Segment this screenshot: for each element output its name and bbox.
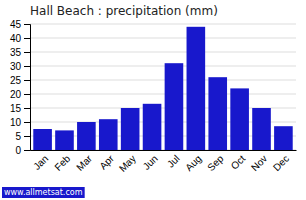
bars [33, 27, 292, 150]
grid-line [30, 66, 296, 67]
axis-line [24, 25, 31, 151]
tick: Dec [271, 150, 291, 173]
tick: 45 [10, 19, 30, 30]
tick-mark [24, 66, 30, 67]
tick-label: 30 [10, 61, 22, 72]
tick-label: 40 [10, 33, 22, 44]
tick-mark [24, 150, 30, 151]
grid [30, 24, 296, 150]
bar [143, 104, 162, 150]
tick: 5 [15, 131, 30, 142]
grid-line [30, 94, 296, 95]
tick-label: Aug [183, 153, 203, 173]
tick-mark [24, 80, 30, 81]
bar [230, 88, 249, 150]
tick-mark [24, 108, 30, 109]
tick-label: Mar [74, 152, 94, 172]
tick-label: Dec [271, 153, 291, 173]
tick: 30 [10, 61, 30, 72]
bar [99, 119, 118, 150]
tick-mark [24, 136, 30, 137]
axis-line [31, 150, 297, 151]
tick: 10 [10, 117, 30, 128]
tick: 20 [10, 89, 30, 100]
bar [208, 77, 227, 150]
grid-line [30, 80, 296, 81]
tick-label: 20 [10, 89, 22, 100]
tick: Aug [183, 150, 203, 173]
tick-mark [24, 122, 30, 123]
y-axis: 0 5 10 15 20 25 30 35 40 45 [10, 19, 31, 156]
bar [121, 108, 140, 150]
bar [165, 63, 184, 150]
tick-label: 45 [10, 19, 22, 30]
title: Hall Beach : precipitation (mm) [30, 4, 218, 18]
tick-label: 35 [10, 47, 22, 58]
plot: 0 5 10 15 20 25 30 35 40 45 JanFebMarAprMayJun JulA… [10, 19, 297, 174]
bar [274, 126, 293, 150]
tick: May [117, 150, 138, 174]
tick: 0 [15, 145, 30, 156]
chart: Hall Beach : precipitation (mm) 0 5 10 15 20 2… [0, 0, 306, 200]
tick: Mar [74, 150, 94, 173]
tick-label: Feb [52, 153, 72, 173]
x-axis: JanFebMarAprMayJun JulAugSepOctNovDec [31, 150, 297, 174]
tick: 40 [10, 33, 30, 44]
grid-line [30, 24, 296, 25]
tick-label: Jul [165, 153, 182, 170]
tick: Sep [205, 150, 226, 173]
tick: Jul [165, 150, 182, 170]
tick-mark [24, 94, 30, 95]
grid-line [30, 38, 296, 39]
bar [252, 108, 271, 150]
tick-label: Jan [31, 153, 50, 172]
tick: Apr [97, 150, 116, 172]
tick-label: 10 [10, 117, 22, 128]
annotation-text: www.allmetsat.com [4, 188, 83, 197]
grid-line [30, 52, 296, 53]
tick: Jun [141, 150, 160, 172]
bar [33, 129, 52, 150]
tick-label: Sep [205, 153, 226, 174]
tick-label: Apr [97, 152, 116, 171]
tick-label: May [117, 153, 138, 174]
annotation: www.allmetsat.com [2, 187, 85, 198]
tick: Jan [31, 150, 50, 172]
tick: Nov [249, 150, 269, 173]
tick: 35 [10, 47, 30, 58]
tick-mark [24, 38, 30, 39]
tick: 15 [10, 103, 30, 114]
tick-label: 0 [15, 145, 21, 156]
annotation-background [2, 187, 85, 198]
tick-label: Oct [229, 153, 248, 172]
bar [187, 27, 206, 150]
tick-mark [24, 52, 30, 53]
tick: 25 [10, 75, 30, 86]
tick-mark [24, 24, 30, 25]
bar [77, 122, 96, 150]
tick-label: 25 [10, 75, 22, 86]
tick-label: Nov [249, 153, 269, 173]
tick: Oct [229, 150, 248, 172]
tick: Feb [52, 150, 72, 173]
tick-label: Jun [141, 153, 160, 172]
bar [55, 130, 74, 150]
tick-label: 5 [15, 131, 21, 142]
tick-label: 15 [10, 103, 22, 114]
